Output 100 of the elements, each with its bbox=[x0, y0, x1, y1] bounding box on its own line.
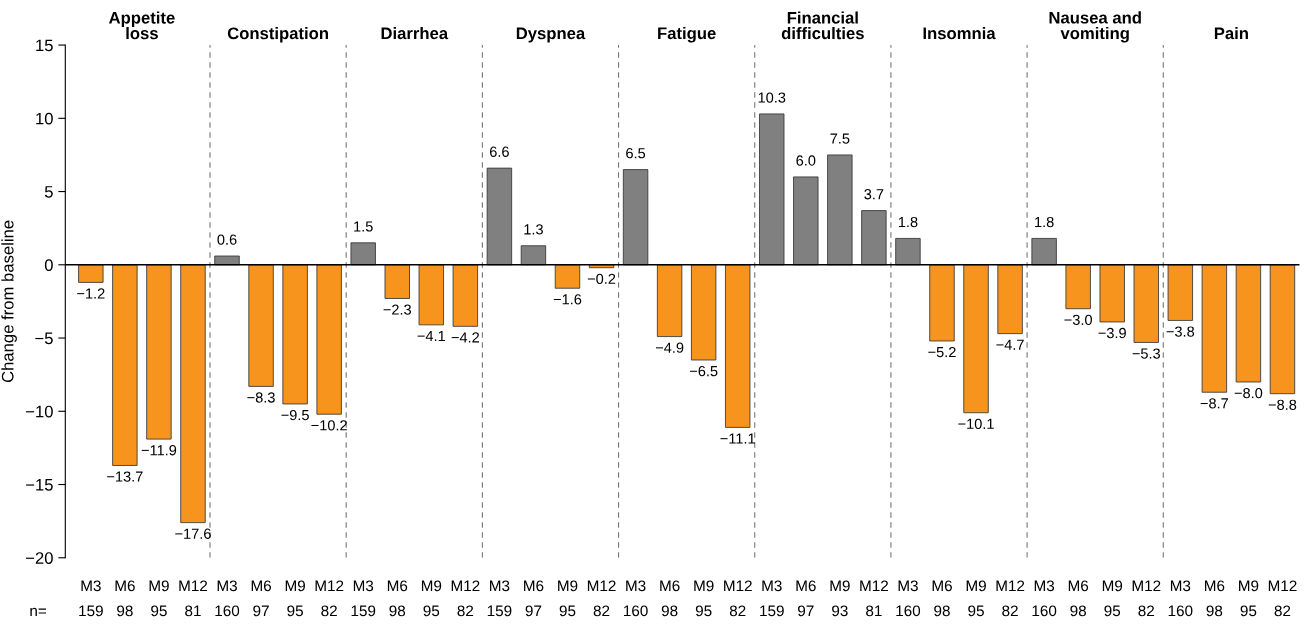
y-axis-title: Change from baseline bbox=[1, 220, 17, 383]
data-label: 10.3 bbox=[758, 92, 786, 103]
data-label: −4.9 bbox=[655, 342, 684, 353]
y-tick-label: −15 bbox=[26, 479, 53, 491]
data-label: −11.1 bbox=[720, 433, 755, 444]
data-label: −8.0 bbox=[1234, 387, 1263, 399]
data-label: 7.5 bbox=[830, 133, 850, 144]
x-tick-label: M9 bbox=[421, 580, 442, 592]
bar bbox=[1167, 264, 1193, 321]
text: 95 bbox=[423, 605, 440, 617]
bar bbox=[78, 264, 104, 283]
bar bbox=[180, 264, 206, 524]
data-label: −5.3 bbox=[1132, 348, 1161, 359]
x-tick-label: M12 bbox=[1268, 580, 1297, 592]
y-tick-label: 15 bbox=[36, 39, 53, 52]
text: 160 bbox=[623, 605, 648, 617]
x-tick-label: M6 bbox=[660, 580, 680, 592]
bar bbox=[452, 264, 479, 327]
bar bbox=[827, 154, 853, 266]
x-tick-label: M3 bbox=[626, 580, 646, 592]
x-tick-label: M12 bbox=[860, 580, 888, 592]
x-tick-label: M12 bbox=[179, 580, 208, 592]
data-label: −3.9 bbox=[1098, 327, 1126, 339]
bar bbox=[248, 264, 274, 387]
x-tick-label: M12 bbox=[587, 580, 616, 592]
text: 95 bbox=[559, 605, 576, 617]
bar bbox=[1065, 264, 1091, 310]
bar bbox=[112, 264, 138, 466]
data-label: 3.7 bbox=[864, 189, 884, 200]
x-tick-label: M9 bbox=[1102, 580, 1123, 592]
text: 98 bbox=[389, 605, 406, 617]
x-tick-label: M9 bbox=[966, 580, 986, 592]
data-label: −3.0 bbox=[1064, 314, 1092, 326]
text: 97 bbox=[798, 605, 814, 617]
bar bbox=[1133, 264, 1159, 343]
text: 82 bbox=[729, 605, 746, 617]
text: Fatigue bbox=[658, 26, 716, 43]
data-label: 1.8 bbox=[898, 216, 918, 228]
y-tick-label: −5 bbox=[35, 332, 53, 345]
text: 95 bbox=[1104, 605, 1121, 617]
y-tick-label: 5 bbox=[44, 186, 53, 198]
bar bbox=[690, 264, 717, 361]
text: 98 bbox=[1070, 605, 1086, 617]
bar bbox=[622, 169, 649, 266]
bar bbox=[895, 238, 921, 266]
x-tick-label: M9 bbox=[830, 580, 850, 592]
text: n= bbox=[30, 607, 47, 617]
x-tick-label: M12 bbox=[724, 580, 752, 592]
data-label: −4.2 bbox=[451, 332, 479, 343]
bar bbox=[486, 167, 513, 266]
data-label: −0.2 bbox=[587, 273, 616, 284]
bar bbox=[929, 264, 955, 342]
x-tick-label: M6 bbox=[932, 580, 952, 592]
text: 98 bbox=[117, 605, 133, 617]
bar bbox=[1201, 264, 1228, 393]
text: 95 bbox=[695, 605, 712, 617]
x-tick-label: M9 bbox=[558, 580, 578, 592]
x-tick-label: M6 bbox=[1068, 580, 1089, 592]
text: 98 bbox=[934, 605, 950, 617]
x-tick-label: M3 bbox=[490, 580, 510, 592]
text: Nausea and vomiting bbox=[1049, 11, 1141, 43]
text: 159 bbox=[351, 605, 376, 617]
x-tick-label: M3 bbox=[762, 580, 782, 592]
data-label: −1.6 bbox=[553, 294, 582, 305]
x-tick-label: M3 bbox=[81, 580, 101, 592]
x-tick-label: M3 bbox=[1034, 580, 1055, 592]
bar bbox=[1099, 264, 1125, 323]
text: 95 bbox=[1240, 605, 1257, 617]
bar bbox=[725, 264, 751, 428]
data-label: −11.9 bbox=[141, 445, 177, 456]
text: 160 bbox=[1032, 605, 1057, 617]
text: Appetite loss bbox=[108, 11, 175, 40]
data-label: −8.7 bbox=[1200, 398, 1229, 409]
bar bbox=[1269, 264, 1296, 395]
bar bbox=[759, 113, 785, 266]
x-tick-label: M3 bbox=[217, 580, 237, 592]
bar bbox=[384, 264, 410, 299]
text: Diarrhea bbox=[381, 26, 449, 40]
data-label: −3.8 bbox=[1166, 326, 1195, 337]
data-label: −2.3 bbox=[383, 304, 411, 315]
y-tick-label: 10 bbox=[36, 112, 53, 125]
bar bbox=[1235, 264, 1262, 383]
bar bbox=[861, 210, 887, 266]
data-label: −17.6 bbox=[175, 528, 211, 539]
x-tick-label: M12 bbox=[451, 580, 480, 592]
data-label: −6.5 bbox=[689, 365, 718, 377]
x-tick-label: M6 bbox=[387, 580, 408, 592]
text: 82 bbox=[1002, 605, 1018, 617]
x-tick-label: M6 bbox=[796, 580, 816, 592]
y-tick-label: 0 bbox=[44, 259, 53, 271]
text: 93 bbox=[832, 605, 848, 617]
text: 160 bbox=[1168, 605, 1193, 617]
text: 98 bbox=[661, 605, 678, 617]
x-tick-label: M6 bbox=[251, 580, 272, 592]
text: 97 bbox=[253, 605, 269, 617]
data-label: −8.3 bbox=[247, 392, 275, 403]
bar bbox=[282, 264, 308, 405]
bar bbox=[316, 264, 342, 415]
text: 82 bbox=[321, 605, 337, 617]
text: 95 bbox=[968, 605, 984, 617]
